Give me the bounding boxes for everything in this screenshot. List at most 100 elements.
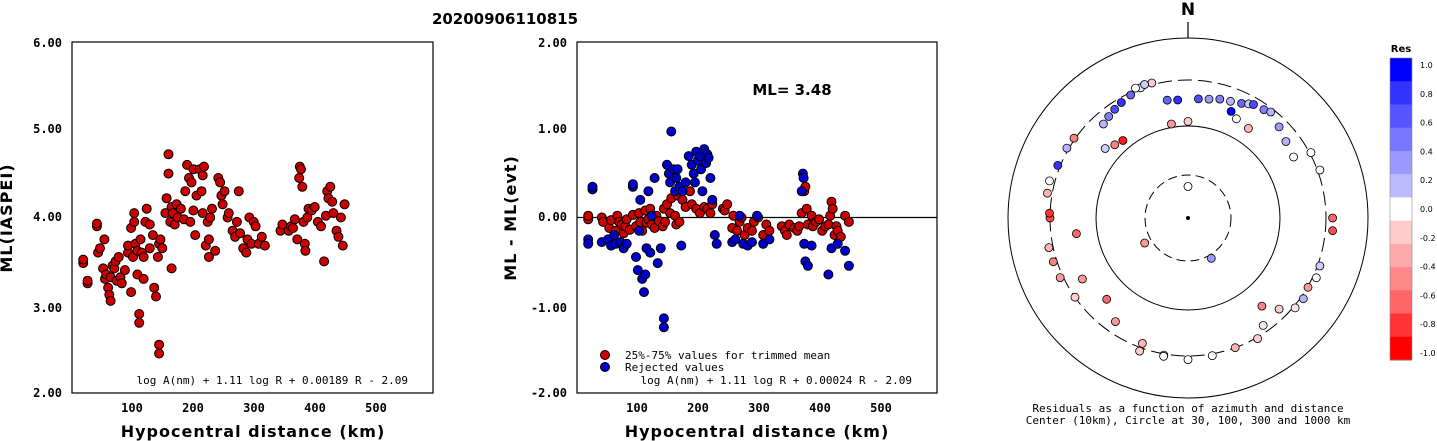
station-point bbox=[1110, 104, 1120, 114]
x-axis-label: Hypocentral distance (km) bbox=[121, 422, 386, 441]
data-point bbox=[163, 168, 174, 179]
rejected-data-point bbox=[705, 173, 716, 183]
colorbar-segment bbox=[1390, 104, 1412, 129]
station-point bbox=[1183, 117, 1193, 126]
station-point bbox=[1062, 143, 1072, 153]
station-point bbox=[1138, 338, 1147, 348]
data-point bbox=[138, 252, 149, 262]
colorbar-segment bbox=[1390, 81, 1412, 105]
station-point bbox=[1055, 273, 1065, 283]
colorbar-frame bbox=[1389, 57, 1413, 361]
y-tick-label: 2.00 bbox=[33, 386, 62, 400]
data-point bbox=[823, 219, 834, 230]
station-point bbox=[1257, 301, 1267, 311]
data-point bbox=[801, 203, 812, 214]
ml-value-label: ML= 3.48 bbox=[752, 81, 831, 99]
data-point bbox=[215, 177, 226, 188]
x-tick-label: 200 bbox=[687, 401, 709, 415]
station-point bbox=[1289, 152, 1298, 162]
data-point bbox=[259, 240, 270, 251]
data-point bbox=[219, 186, 230, 197]
residual-vs-distance-panel: -2.00 -1.00 0.00 1.00 2.00 100 200 300 4… bbox=[501, 36, 938, 441]
data-point bbox=[674, 216, 685, 227]
data-point bbox=[764, 225, 775, 236]
x-tick-label: 200 bbox=[182, 401, 204, 415]
north-label: N bbox=[1181, 0, 1195, 20]
x-tick-label: 300 bbox=[748, 401, 770, 415]
data-point bbox=[91, 218, 102, 229]
data-point bbox=[197, 208, 208, 219]
data-point bbox=[203, 252, 214, 262]
station-point bbox=[1116, 98, 1126, 107]
colorbar-tick-label: -0.6 bbox=[1420, 291, 1436, 300]
data-point bbox=[747, 225, 757, 236]
station-point bbox=[1183, 182, 1193, 191]
colorbar-segment bbox=[1390, 336, 1412, 361]
rejected-data-point bbox=[583, 238, 594, 249]
data-point bbox=[333, 231, 344, 242]
station-point bbox=[1167, 119, 1176, 129]
station-point bbox=[1045, 176, 1054, 186]
data-point bbox=[135, 234, 146, 245]
data-point bbox=[196, 186, 207, 197]
station-point bbox=[1045, 208, 1054, 218]
caption-line-2: Center (10km), Circle at 30, 100, 300 an… bbox=[1026, 414, 1351, 427]
station-point bbox=[1044, 243, 1054, 253]
station-point bbox=[1244, 123, 1253, 133]
x-axis-label: Hypocentral distance (km) bbox=[625, 422, 890, 441]
data-point bbox=[827, 203, 838, 214]
station-point bbox=[1315, 165, 1325, 175]
station-point bbox=[1215, 94, 1225, 104]
rejected-data-point bbox=[666, 126, 677, 137]
station-point bbox=[1204, 94, 1214, 104]
data-point bbox=[134, 317, 145, 328]
data-point bbox=[144, 219, 155, 230]
x-tick-label: 500 bbox=[365, 401, 387, 415]
rejected-data-point bbox=[655, 243, 666, 254]
colorbar-tick-label: 0.0 bbox=[1420, 205, 1433, 214]
y-tick-label: 3.00 bbox=[33, 301, 62, 315]
data-point bbox=[233, 186, 244, 197]
data-point bbox=[256, 231, 267, 242]
figure-title: 20200906110815 bbox=[432, 10, 578, 28]
rejected-data-point bbox=[840, 245, 851, 256]
data-point bbox=[309, 202, 320, 212]
colorbar-segment bbox=[1390, 174, 1412, 198]
rejected-data-point bbox=[806, 240, 817, 251]
data-point bbox=[660, 216, 671, 227]
station-point bbox=[1226, 96, 1235, 106]
rejected-data-point bbox=[689, 177, 700, 188]
data-point bbox=[794, 221, 805, 232]
station-point bbox=[1173, 95, 1183, 105]
data-point bbox=[705, 208, 716, 219]
y-tick-label: 0.00 bbox=[538, 210, 567, 224]
data-point bbox=[223, 208, 234, 219]
station-point bbox=[1159, 351, 1168, 361]
rejected-data-point bbox=[635, 194, 646, 205]
residual-colorbar: Res 1.0 0.8 0.6 0.4 0.2 0.0 -0.2 -0.4 -0.6 -0.8 -1… bbox=[1389, 44, 1436, 361]
x-tick-labels: 100 200 300 400 500 bbox=[626, 401, 892, 415]
rejected-data-point bbox=[747, 237, 757, 248]
legend-label-trimmed: 25%-75% values for trimmed mean bbox=[625, 349, 830, 362]
data-point bbox=[129, 216, 140, 227]
colorbar-tick-label: 0.2 bbox=[1420, 176, 1433, 185]
data-point bbox=[113, 252, 124, 262]
data-point bbox=[175, 203, 186, 214]
range-circle-1000km bbox=[1007, 37, 1369, 399]
data-point bbox=[141, 203, 152, 214]
data-point bbox=[722, 199, 733, 210]
station-point bbox=[1100, 144, 1110, 153]
y-tick-labels: -2.00 -1.00 0.00 1.00 2.00 bbox=[531, 36, 567, 400]
x-tick-label: 100 bbox=[626, 401, 648, 415]
station-point bbox=[1253, 334, 1262, 344]
rejected-data-point bbox=[658, 322, 669, 333]
data-point bbox=[161, 193, 172, 204]
magnitude-vs-distance-panel: 2.00 3.00 4.00 5.00 6.00 100 200 300 400… bbox=[0, 36, 434, 441]
station-point bbox=[1102, 294, 1112, 304]
data-point bbox=[116, 278, 127, 289]
data-point bbox=[294, 173, 305, 183]
rejected-data-point bbox=[672, 164, 683, 175]
station-point bbox=[1230, 343, 1240, 353]
station-point bbox=[1206, 253, 1216, 263]
rejected-data-point bbox=[658, 313, 669, 324]
